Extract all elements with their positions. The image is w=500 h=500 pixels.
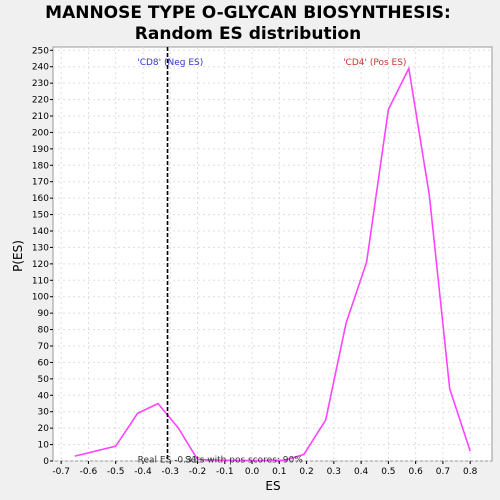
- y-tick-label: 120: [32, 260, 49, 270]
- y-tick-label: 40: [38, 391, 50, 401]
- y-axis: 0 10 20 30 40 50 60 70 80 90 100 110 120 130 140 150 160…: [32, 46, 53, 467]
- x-axis: -0.7 -0.6 -0.5 -0.4 -0.3 -0.2 -0.1 0.0 0.1 0.2 0.3…: [52, 461, 478, 477]
- series-line: [74, 65, 471, 462]
- y-tick-label: 150: [32, 211, 49, 221]
- y-tick-label: 70: [38, 342, 50, 352]
- y-tick-label: 80: [38, 326, 50, 336]
- y-tick-label: 210: [32, 112, 49, 122]
- y-tick-label: 130: [32, 243, 49, 253]
- y-tick-label: 230: [32, 79, 49, 89]
- x-tick-label: 0.8: [463, 467, 478, 477]
- chart-title: MANNOSE TYPE O-GLYCAN BIOSYNTHESIS:: [45, 3, 451, 23]
- annotation-label: 'CD4' (Pos ES): [343, 58, 406, 68]
- y-tick-label: 10: [38, 441, 50, 451]
- y-tick-label: 20: [38, 424, 50, 434]
- y-tick-label: 200: [32, 128, 49, 138]
- x-tick-label: -0.7: [52, 467, 70, 477]
- y-axis-label: P(ES): [11, 240, 25, 272]
- x-tick-label: -0.3: [161, 467, 179, 477]
- grid-lines: [53, 47, 492, 462]
- x-tick-label: -0.4: [134, 467, 152, 477]
- y-tick-label: 180: [32, 161, 49, 171]
- x-tick-label: 0.6: [408, 467, 423, 477]
- x-tick-label: -0.6: [80, 467, 98, 477]
- y-tick-label: 110: [32, 276, 49, 286]
- y-tick-label: 100: [32, 293, 49, 303]
- chart-subtitle: Random ES distribution: [135, 24, 361, 44]
- x-tick-label: 0.5: [381, 467, 395, 477]
- annotation-label: Real ES -0.31: [138, 455, 198, 465]
- y-tick-label: 0: [43, 457, 49, 467]
- x-axis-label: ES: [265, 479, 280, 493]
- x-tick-label: 0.7: [436, 467, 450, 477]
- x-tick-label: 0.4: [354, 467, 369, 477]
- y-tick-label: 220: [32, 96, 49, 106]
- x-tick-label: 0.0: [245, 467, 260, 477]
- plot-area: [52, 46, 493, 462]
- y-tick-label: 140: [32, 227, 49, 237]
- x-tick-label: 0.3: [327, 467, 341, 477]
- y-tick-label: 250: [32, 46, 49, 56]
- x-tick-label: 0.2: [299, 467, 313, 477]
- annotations-layer: 'CD8' (Neg ES) 'CD4' (Pos ES) Real ES -0.3…: [137, 58, 406, 466]
- y-tick-label: 30: [38, 408, 50, 418]
- y-tick-label: 170: [32, 178, 49, 188]
- x-tick-label: 0.1: [272, 467, 286, 477]
- annotation-label: Sets with pos scores: 90%: [185, 455, 303, 465]
- y-tick-label: 190: [32, 145, 49, 155]
- x-tick-label: -0.2: [189, 467, 207, 477]
- y-tick-label: 60: [38, 358, 50, 368]
- x-tick-label: -0.5: [107, 467, 125, 477]
- series-layer: [74, 47, 471, 462]
- y-tick-label: 50: [38, 375, 50, 385]
- y-tick-label: 90: [38, 309, 50, 319]
- annotation-label: 'CD8' (Neg ES): [137, 58, 203, 68]
- y-tick-label: 240: [32, 63, 49, 73]
- x-tick-label: -0.1: [216, 467, 234, 477]
- y-tick-label: 160: [32, 194, 49, 204]
